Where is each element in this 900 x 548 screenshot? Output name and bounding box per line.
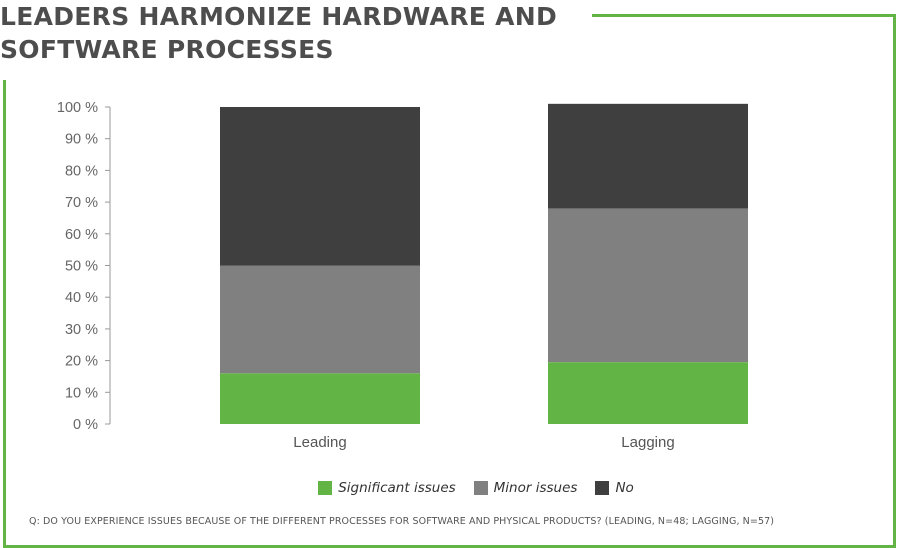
frame-bottom-border [3, 545, 896, 548]
y-tick-label: 40 % [65, 290, 98, 306]
y-tick-label: 70 % [65, 195, 98, 211]
legend-swatch-no [595, 481, 610, 495]
bar-segment-leading-minor-issues [220, 265, 420, 374]
y-tick-label: 50 % [65, 259, 98, 275]
y-tick-label: 30 % [65, 322, 98, 338]
category-label-lagging: Lagging [621, 434, 674, 451]
category-labels: Leading Lagging [293, 434, 674, 451]
frame-right-border [893, 14, 896, 548]
bar-segment-leading-significant-issues [220, 373, 420, 424]
y-tick-label: 80 % [65, 163, 98, 179]
bar-segment-lagging-no [548, 103, 748, 209]
legend-item-significant: Significant issues [318, 480, 456, 496]
legend-swatch-significant [318, 481, 333, 495]
bars [220, 103, 748, 424]
chart-title-line-2: SOFTWARE PROCESSES [0, 35, 334, 64]
legend-label-minor: Minor issues [493, 480, 578, 496]
frame-top-border [592, 14, 895, 17]
legend: Significant issues Minor issues No [26, 480, 900, 496]
y-tick-label: 20 % [65, 354, 98, 370]
bar-segment-lagging-minor-issues [548, 208, 748, 363]
legend-item-minor: Minor issues [473, 480, 578, 496]
legend-swatch-minor [473, 481, 488, 495]
y-tick-label: 10 % [65, 385, 98, 401]
legend-item-no: No [595, 480, 634, 496]
chart-title: LEADERS HARMONIZE HARDWARE AND SOFTWARE … [0, 0, 557, 66]
legend-label-no: No [615, 480, 634, 496]
y-tick-label: 60 % [65, 227, 98, 243]
y-tick-label: 0 % [73, 417, 98, 433]
bar-segment-lagging-significant-issues [548, 362, 748, 424]
legend-label-significant: Significant issues [338, 480, 456, 496]
footnote: Q: DO YOU EXPERIENCE ISSUES BECAUSE OF T… [29, 516, 775, 527]
y-axis: 0 % 10 % 20 % 30 % 40 % 50 % 60 % 70 % 80 % 90 % 1… [57, 100, 111, 433]
y-tick-label: 90 % [65, 132, 98, 148]
category-label-leading: Leading [293, 434, 346, 451]
frame-left-border [3, 80, 6, 548]
bar-segment-leading-no [220, 107, 420, 266]
chart-title-line-1: LEADERS HARMONIZE HARDWARE AND [0, 2, 558, 31]
y-tick-label: 100 % [57, 100, 98, 116]
